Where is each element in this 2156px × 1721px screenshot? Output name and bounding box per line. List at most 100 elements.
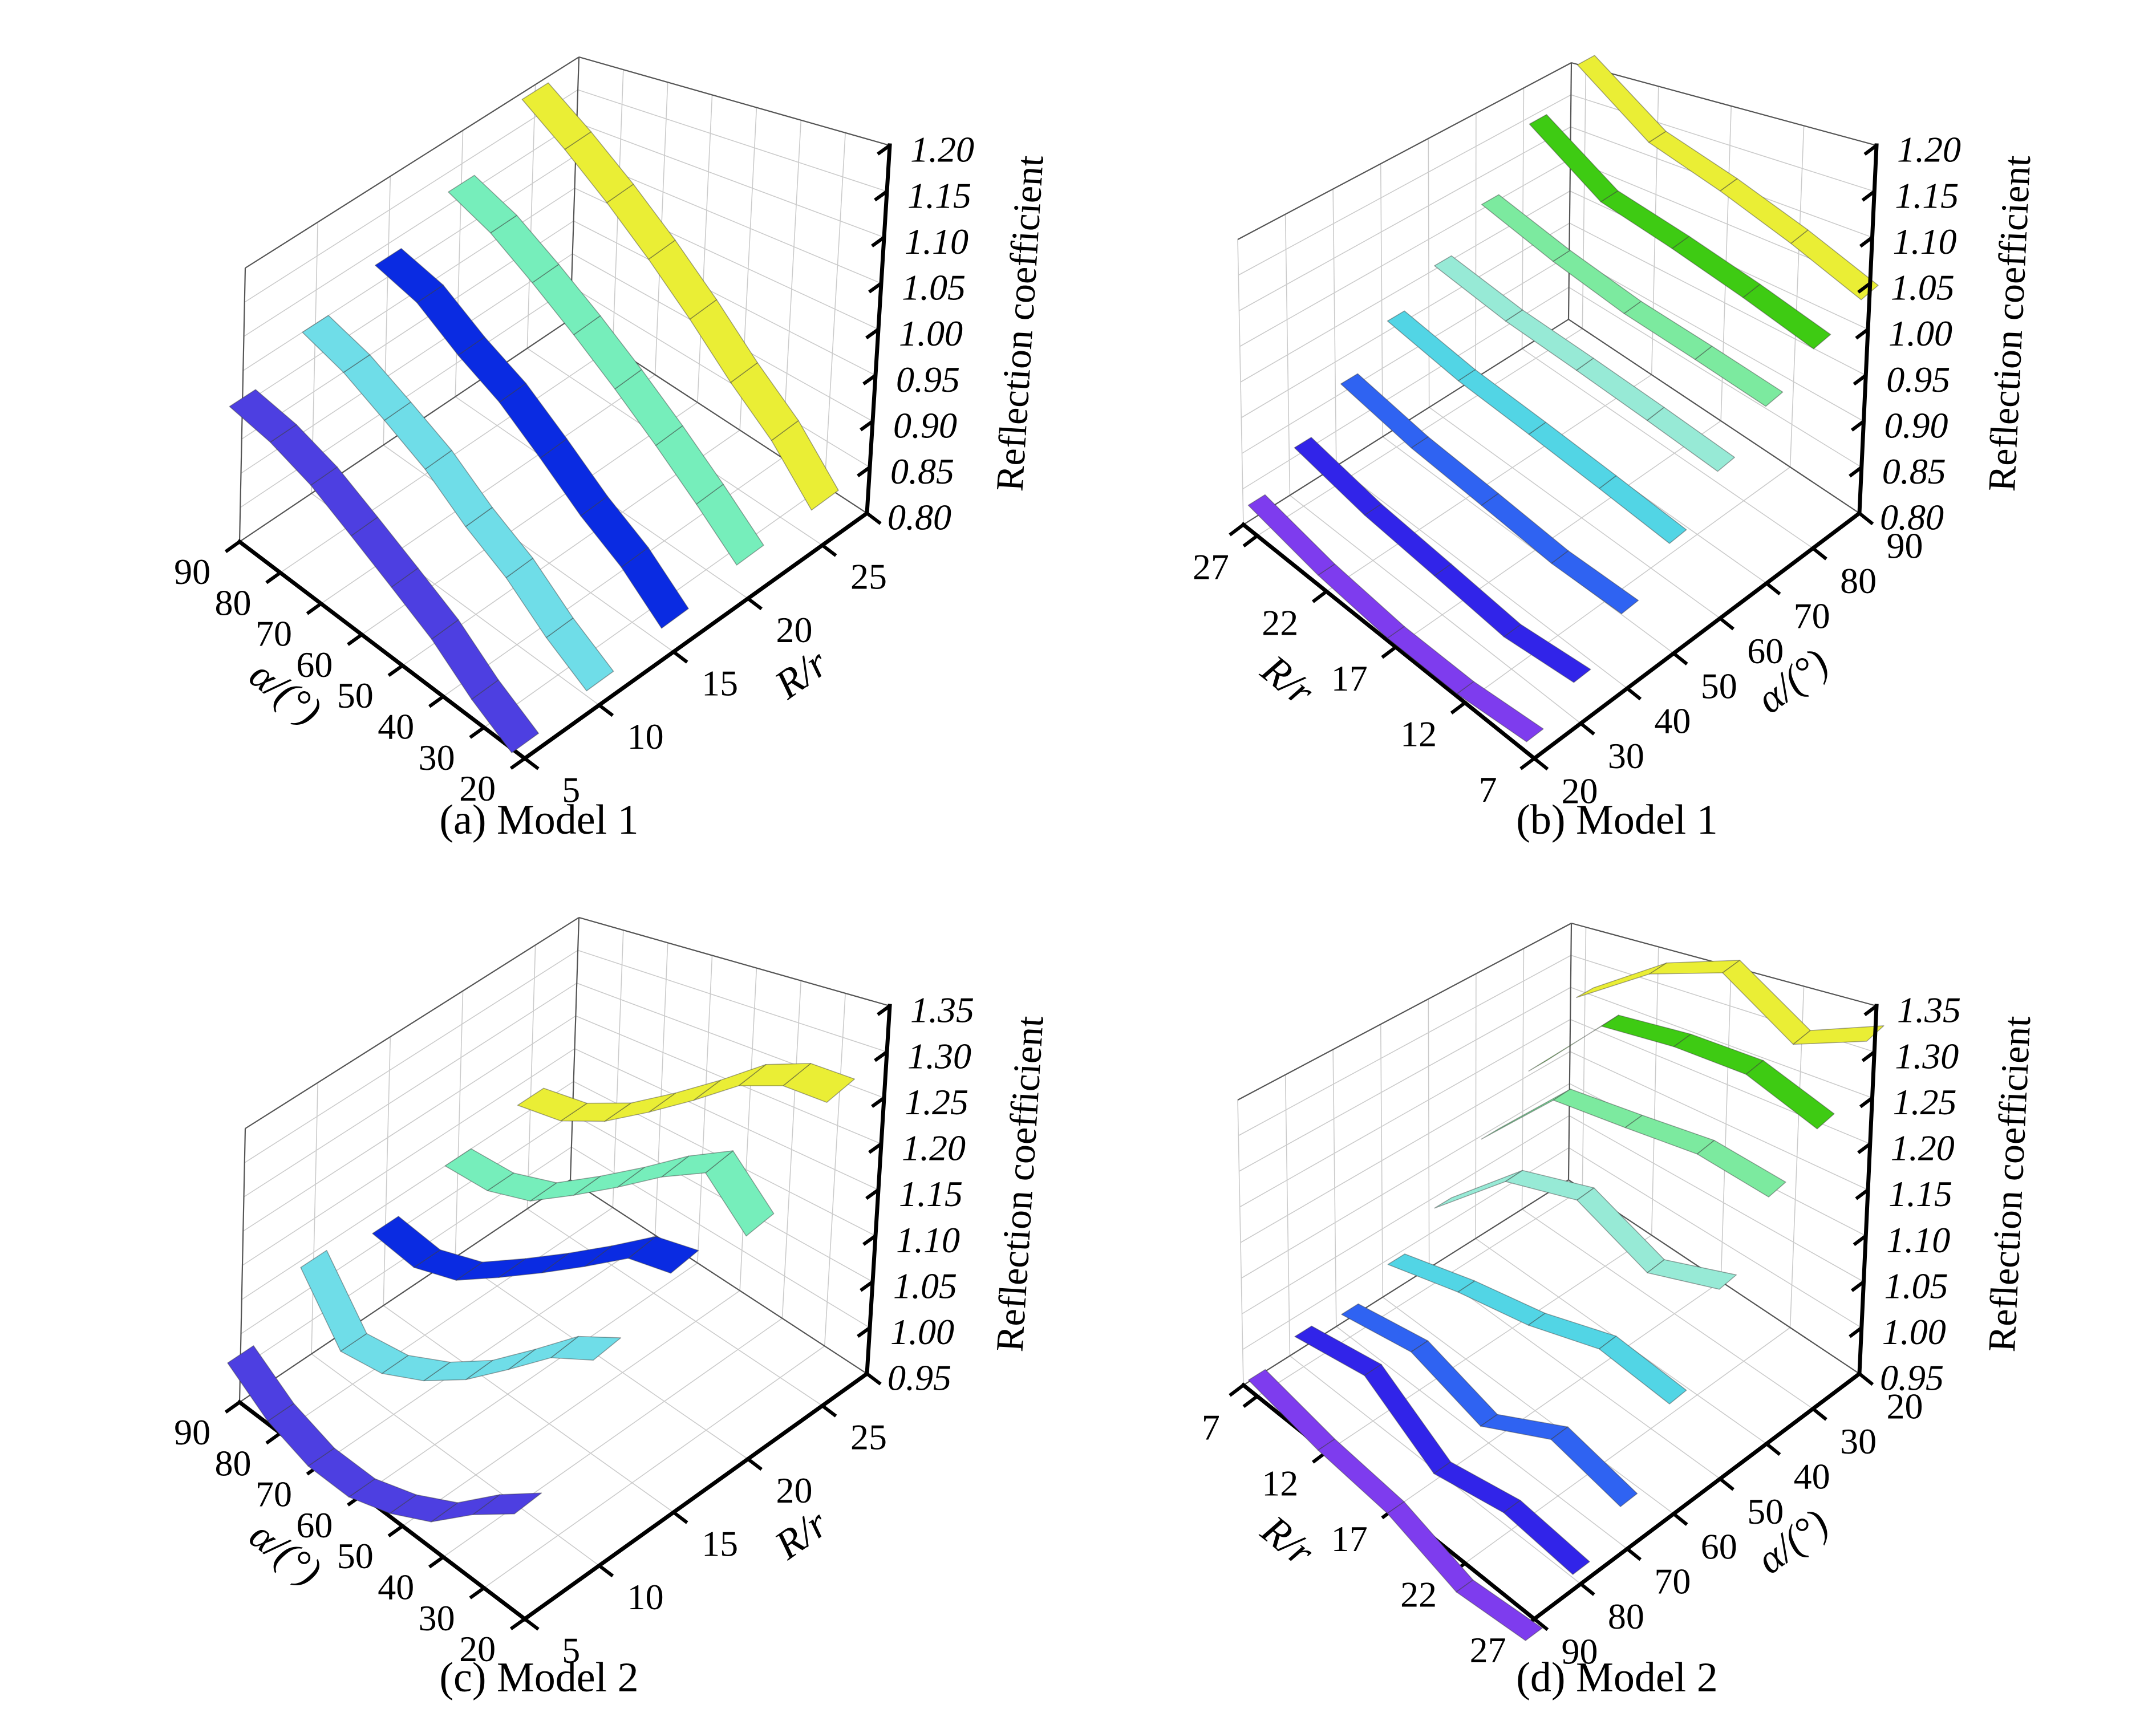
svg-text:1.30: 1.30 xyxy=(907,1036,971,1076)
svg-text:0.90: 0.90 xyxy=(1885,405,1948,445)
svg-text:60: 60 xyxy=(296,644,333,685)
svg-text:30: 30 xyxy=(1608,736,1644,776)
svg-text:Reflection coefficient: Reflection coefficient xyxy=(987,1014,1051,1353)
svg-text:1.15: 1.15 xyxy=(907,175,971,216)
svg-text:50: 50 xyxy=(1701,665,1737,706)
svg-text:1.15: 1.15 xyxy=(1895,175,1959,216)
svg-text:0.80: 0.80 xyxy=(1880,497,1944,538)
svg-text:Reflection coefficient: Reflection coefficient xyxy=(987,154,1051,492)
svg-text:80: 80 xyxy=(1840,561,1877,601)
svg-text:50: 50 xyxy=(337,1536,374,1576)
svg-text:5: 5 xyxy=(562,769,580,810)
svg-text:20: 20 xyxy=(776,610,813,650)
svg-text:0.90: 0.90 xyxy=(893,405,957,445)
svg-text:1.05: 1.05 xyxy=(893,1265,957,1306)
svg-text:Reflection coefficient: Reflection coefficient xyxy=(1980,155,2039,493)
svg-text:0.85: 0.85 xyxy=(1882,451,1946,492)
svg-text:R/r: R/r xyxy=(1253,646,1323,715)
panel-b-caption: (b) Model 1 xyxy=(1516,797,1718,843)
panel-d-caption: (d) Model 2 xyxy=(1516,1654,1718,1701)
svg-text:40: 40 xyxy=(1654,701,1691,741)
svg-text:17: 17 xyxy=(1331,1519,1368,1559)
svg-text:1.00: 1.00 xyxy=(1882,1312,1946,1352)
panel-b-3d-ribbon-plot: 2030405060708090712172227α/(°)R/r0.800.8… xyxy=(1193,55,2039,811)
svg-text:1.35: 1.35 xyxy=(1897,990,1961,1030)
svg-text:1.05: 1.05 xyxy=(1885,1265,1948,1306)
svg-text:50: 50 xyxy=(1747,1491,1784,1532)
svg-text:1.20: 1.20 xyxy=(1891,1128,1955,1168)
svg-text:40: 40 xyxy=(378,1567,414,1608)
svg-text:40: 40 xyxy=(1794,1456,1830,1496)
svg-text:0.95: 0.95 xyxy=(1886,359,1950,400)
svg-text:7: 7 xyxy=(1479,769,1497,810)
svg-text:1.05: 1.05 xyxy=(1891,267,1955,308)
svg-text:1.20: 1.20 xyxy=(902,1128,966,1168)
svg-text:1.25: 1.25 xyxy=(905,1082,968,1122)
svg-text:17: 17 xyxy=(1331,658,1368,699)
svg-text:1.30: 1.30 xyxy=(1895,1036,1959,1076)
svg-text:1.00: 1.00 xyxy=(1888,313,1952,354)
svg-text:30: 30 xyxy=(419,737,455,778)
svg-text:1.35: 1.35 xyxy=(910,990,974,1030)
svg-text:90: 90 xyxy=(174,1412,210,1452)
svg-text:1.20: 1.20 xyxy=(910,129,974,170)
svg-text:70: 70 xyxy=(1794,595,1830,636)
svg-text:80: 80 xyxy=(1608,1596,1644,1637)
svg-text:60: 60 xyxy=(1747,631,1784,671)
panel-a-caption: (a) Model 1 xyxy=(439,797,639,843)
svg-text:27: 27 xyxy=(1193,547,1229,587)
svg-text:1.10: 1.10 xyxy=(896,1220,960,1260)
svg-text:R/r: R/r xyxy=(1253,1506,1323,1575)
svg-text:70: 70 xyxy=(256,1474,292,1515)
svg-text:1.20: 1.20 xyxy=(1897,129,1961,170)
svg-text:1.10: 1.10 xyxy=(1886,1220,1950,1260)
svg-text:60: 60 xyxy=(1701,1526,1737,1566)
svg-text:22: 22 xyxy=(1400,1574,1437,1614)
svg-text:70: 70 xyxy=(1654,1561,1691,1602)
svg-text:60: 60 xyxy=(296,1505,333,1545)
svg-text:0.95: 0.95 xyxy=(887,1358,951,1398)
svg-text:1.25: 1.25 xyxy=(1893,1082,1957,1122)
svg-text:5: 5 xyxy=(562,1630,580,1670)
svg-text:80: 80 xyxy=(215,582,252,623)
svg-text:20: 20 xyxy=(776,1470,813,1511)
svg-text:15: 15 xyxy=(702,663,738,703)
svg-text:70: 70 xyxy=(256,614,292,654)
svg-text:27: 27 xyxy=(1470,1630,1506,1670)
svg-text:10: 10 xyxy=(627,1577,664,1617)
svg-text:Reflection coefficient: Reflection coefficient xyxy=(1980,1015,2039,1353)
svg-text:20: 20 xyxy=(1886,1386,1923,1427)
svg-text:0.85: 0.85 xyxy=(890,451,954,492)
svg-text:7: 7 xyxy=(1202,1407,1220,1448)
svg-text:15: 15 xyxy=(702,1523,738,1564)
svg-text:1.00: 1.00 xyxy=(899,313,963,354)
svg-text:1.00: 1.00 xyxy=(890,1312,954,1352)
svg-text:0.95: 0.95 xyxy=(1880,1358,1944,1398)
svg-text:50: 50 xyxy=(337,675,374,716)
svg-text:1.05: 1.05 xyxy=(902,267,966,308)
svg-text:25: 25 xyxy=(850,556,887,596)
svg-text:1.15: 1.15 xyxy=(1888,1174,1952,1214)
svg-text:12: 12 xyxy=(1262,1463,1298,1503)
svg-text:90: 90 xyxy=(1886,526,1923,566)
panel-d-3d-ribbon-plot: 9080706050403020272217127α/(°)R/r0.951.0… xyxy=(1202,922,2039,1672)
svg-text:22: 22 xyxy=(1262,602,1298,643)
svg-text:90: 90 xyxy=(174,551,210,592)
svg-text:1.10: 1.10 xyxy=(905,221,968,262)
svg-text:80: 80 xyxy=(215,1443,252,1483)
svg-text:0.80: 0.80 xyxy=(887,497,951,538)
svg-text:20: 20 xyxy=(1561,771,1598,811)
svg-text:1.15: 1.15 xyxy=(899,1174,963,1214)
svg-text:20: 20 xyxy=(459,1629,496,1669)
svg-text:90: 90 xyxy=(1561,1631,1598,1672)
panel-c-caption: (c) Model 2 xyxy=(439,1654,639,1701)
svg-text:40: 40 xyxy=(378,707,414,747)
svg-text:30: 30 xyxy=(419,1598,455,1638)
svg-text:30: 30 xyxy=(1840,1421,1877,1462)
svg-text:25: 25 xyxy=(850,1416,887,1457)
svg-text:0.95: 0.95 xyxy=(896,359,960,400)
svg-text:1.10: 1.10 xyxy=(1893,221,1957,262)
svg-text:20: 20 xyxy=(459,768,496,809)
